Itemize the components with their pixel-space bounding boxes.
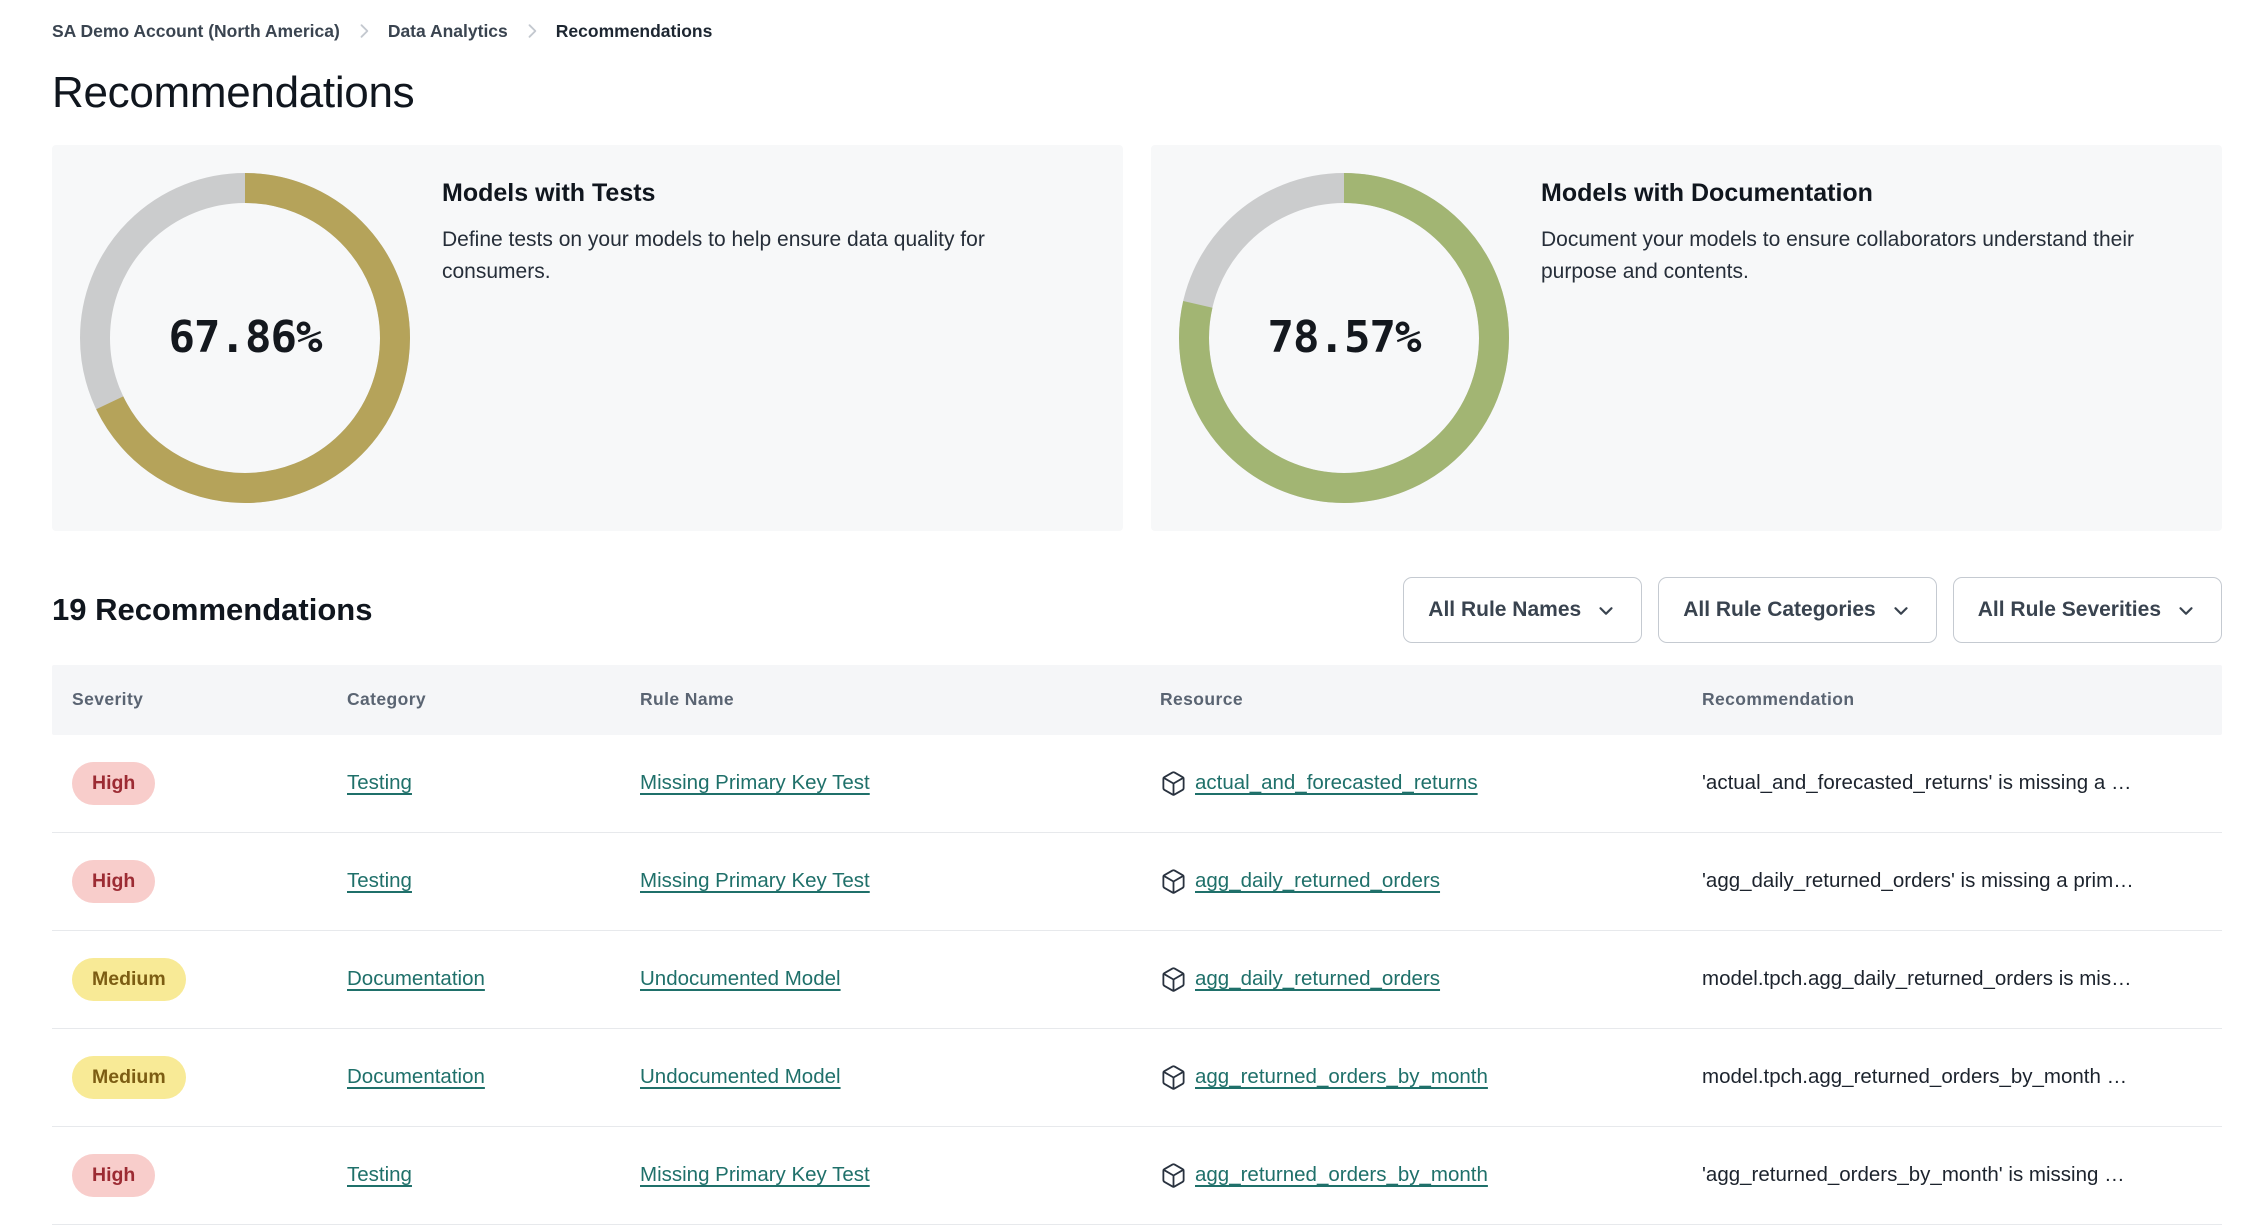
table-header-row: Severity Category Rule Name Resource Rec… xyxy=(52,664,2222,735)
recommendations-count-heading: 19 Recommendations xyxy=(52,591,373,627)
rule-names-filter-label: All Rule Names xyxy=(1428,597,1582,621)
category-link[interactable]: Documentation xyxy=(347,1065,485,1089)
recommendations-table: Severity Category Rule Name Resource Rec… xyxy=(52,664,2222,1225)
category-link[interactable]: Testing xyxy=(347,1163,412,1187)
metric-cards: 67.86% Models with Tests Define tests on… xyxy=(52,144,2222,531)
table-body: High Testing Missing Primary Key Test ac… xyxy=(52,734,2222,1225)
chevron-right-icon xyxy=(354,21,374,41)
models-with-tests-card: 67.86% Models with Tests Define tests on… xyxy=(52,144,1123,531)
rule-name-link[interactable]: Missing Primary Key Test xyxy=(640,771,870,795)
cube-icon xyxy=(1160,868,1187,895)
column-header-severity: Severity xyxy=(72,689,144,710)
cube-icon xyxy=(1160,966,1187,993)
table-row: Medium Documentation Undocumented Model … xyxy=(52,1028,2222,1127)
rule-severities-filter-dropdown[interactable]: All Rule Severities xyxy=(1952,576,2222,643)
severity-badge: High xyxy=(72,1153,156,1197)
category-link[interactable]: Testing xyxy=(347,869,412,893)
chevron-down-icon xyxy=(1595,600,1617,622)
rule-name-link[interactable]: Missing Primary Key Test xyxy=(640,869,870,893)
recommendation-text: 'agg_returned_orders_by_month' is missin… xyxy=(1702,1163,2125,1187)
rule-name-link[interactable]: Undocumented Model xyxy=(640,1065,841,1089)
table-row: High Testing Missing Primary Key Test ag… xyxy=(52,1126,2222,1225)
tests-donut-chart: 67.86% xyxy=(80,172,410,503)
table-row: High Testing Missing Primary Key Test ag… xyxy=(52,832,2222,931)
rule-name-link[interactable]: Missing Primary Key Test xyxy=(640,1163,870,1187)
rule-categories-filter-label: All Rule Categories xyxy=(1683,597,1876,621)
page-title: Recommendations xyxy=(52,68,415,117)
documentation-card-description: Document your models to ensure collabora… xyxy=(1541,227,2134,284)
resource-link[interactable]: agg_returned_orders_by_month xyxy=(1195,1065,1488,1089)
category-link[interactable]: Testing xyxy=(347,771,412,795)
rule-categories-filter-dropdown[interactable]: All Rule Categories xyxy=(1658,576,1937,643)
breadcrumb-current: Recommendations xyxy=(555,20,713,41)
breadcrumb-account-link[interactable]: SA Demo Account (North America) xyxy=(52,20,340,41)
severity-badge: Medium xyxy=(72,957,186,1001)
tests-card-description: Define tests on your models to help ensu… xyxy=(442,227,985,284)
column-header-recommendation: Recommendation xyxy=(1702,689,1855,710)
rule-names-filter-dropdown[interactable]: All Rule Names xyxy=(1403,576,1643,643)
column-header-resource: Resource xyxy=(1160,689,1243,710)
cube-icon xyxy=(1160,1162,1187,1189)
recommendation-text: 'agg_daily_returned_orders' is missing a… xyxy=(1702,869,2134,893)
severity-badge: High xyxy=(72,761,156,805)
breadcrumb: SA Demo Account (North America) Data Ana… xyxy=(52,16,2222,46)
chevron-down-icon xyxy=(2175,600,2197,622)
cube-icon xyxy=(1160,1064,1187,1091)
rule-name-link[interactable]: Undocumented Model xyxy=(640,967,841,991)
resource-link[interactable]: agg_daily_returned_orders xyxy=(1195,967,1441,991)
filter-group: All Rule Names All Rule Categories All R… xyxy=(1403,576,2222,643)
column-header-rule-name: Rule Name xyxy=(640,689,735,710)
table-row: High Testing Missing Primary Key Test ac… xyxy=(52,734,2222,833)
table-row: Medium Documentation Undocumented Model … xyxy=(52,930,2222,1029)
rule-severities-filter-label: All Rule Severities xyxy=(1977,597,2161,621)
breadcrumb-project-link[interactable]: Data Analytics xyxy=(387,20,508,41)
resource-link[interactable]: agg_daily_returned_orders xyxy=(1195,869,1441,893)
resource-link[interactable]: agg_returned_orders_by_month xyxy=(1195,1163,1488,1187)
category-link[interactable]: Documentation xyxy=(347,967,485,991)
documentation-percent-value: 78.57% xyxy=(1267,312,1422,364)
severity-badge: Medium xyxy=(72,1055,186,1099)
tests-percent-value: 67.86% xyxy=(168,312,323,364)
documentation-card-title: Models with Documentation xyxy=(1541,178,1873,207)
severity-badge: High xyxy=(72,859,156,903)
column-header-category: Category xyxy=(347,689,427,710)
list-toolbar: 19 Recommendations All Rule Names All Ru… xyxy=(52,576,2222,643)
cube-icon xyxy=(1160,770,1187,797)
chevron-right-icon xyxy=(522,21,542,41)
tests-card-title: Models with Tests xyxy=(442,178,656,207)
recommendation-text: model.tpch.agg_returned_orders_by_month … xyxy=(1702,1065,2128,1089)
resource-link[interactable]: actual_and_forecasted_returns xyxy=(1195,771,1478,795)
chevron-down-icon xyxy=(1890,600,1912,622)
models-with-documentation-card: 78.57% Models with Documentation Documen… xyxy=(1151,144,2222,531)
documentation-donut-chart: 78.57% xyxy=(1179,172,1509,503)
recommendation-text: model.tpch.agg_daily_returned_orders is … xyxy=(1702,967,2132,991)
recommendation-text: 'actual_and_forecasted_returns' is missi… xyxy=(1702,771,2132,795)
